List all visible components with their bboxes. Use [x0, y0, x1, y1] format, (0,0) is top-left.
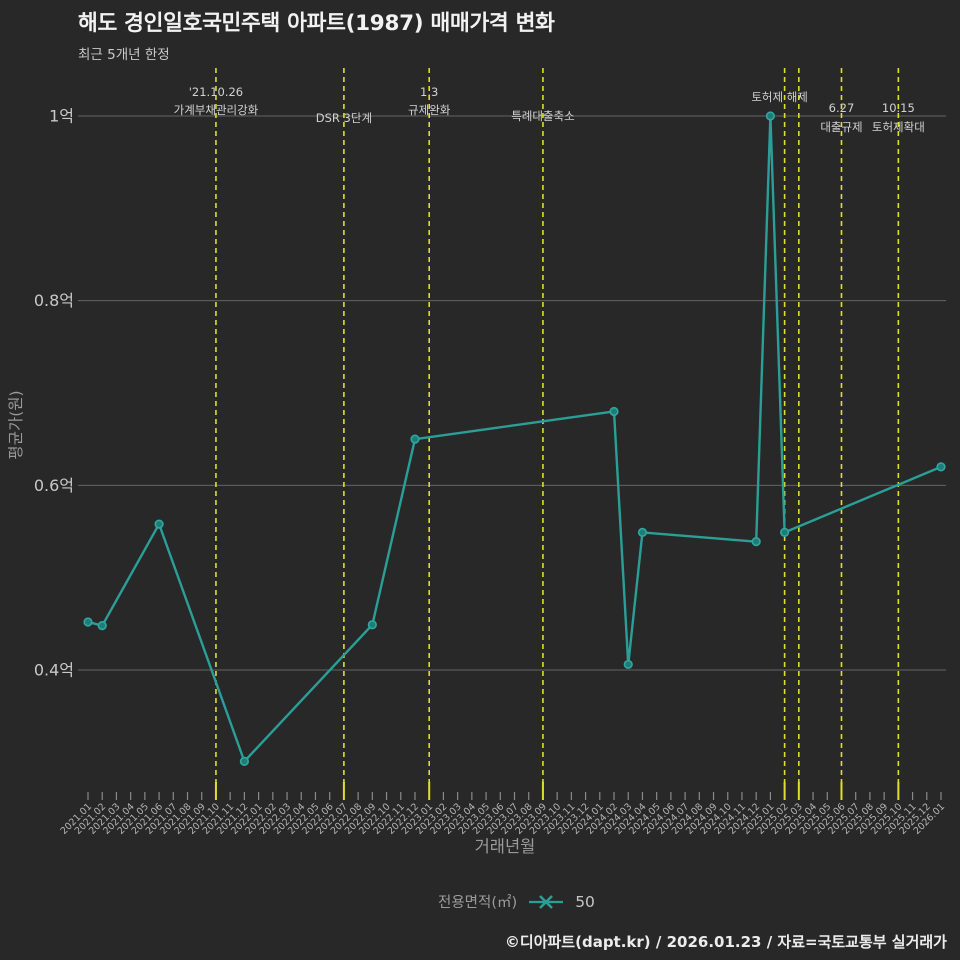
data-point-marker	[765, 111, 776, 121]
data-point-marker	[367, 620, 377, 630]
event-label: 토허제확대	[872, 120, 925, 134]
y-tick-label: 0.4억	[34, 660, 74, 679]
event-label: 특례대출축소	[511, 109, 574, 123]
y-tick-label: 1억	[49, 107, 74, 126]
x-axis-title: 거래년월	[475, 837, 536, 856]
y-tick-label: 0.8억	[34, 291, 74, 310]
data-point-marker	[154, 519, 164, 529]
data-point-marker	[936, 462, 946, 472]
legend-title: 전용면적(㎡)	[438, 895, 518, 911]
legend-series-label: 50	[575, 892, 595, 911]
data-point-marker	[97, 621, 107, 631]
data-point-marker	[83, 617, 93, 627]
event-label: 가계부채관리강화	[174, 103, 259, 117]
source-credit: ©디아파트(dapt.kr) / 2026.01.23 / 자료=국토교통부 실…	[504, 933, 947, 951]
event-label: 6.27	[829, 101, 855, 115]
data-point-marker	[609, 406, 619, 417]
chart-header: 해도 경인일호국민주택 아파트(1987) 매매가격 변화 최근 5개년 한정	[78, 6, 555, 63]
event-label: 10.15	[882, 101, 915, 115]
event-label: 규제완화	[408, 103, 451, 117]
data-point-marker	[623, 659, 633, 670]
event-label: 토허제 해제	[751, 90, 808, 104]
legend: 전용면적(㎡) 50	[438, 891, 595, 912]
data-point-marker	[239, 756, 249, 766]
data-point-marker	[410, 434, 420, 444]
chart-title: 해도 경인일호국민주택 아파트(1987) 매매가격 변화	[78, 11, 555, 36]
event-label: 1.3	[420, 85, 438, 99]
y-tick-label: 0.6억	[34, 476, 74, 495]
data-point-marker	[637, 527, 648, 538]
event-label: 대출규제	[820, 120, 862, 134]
chart-subtitle: 최근 5개년 한정	[78, 47, 170, 63]
data-point-marker	[780, 527, 790, 538]
event-label: DSR 3단계	[316, 111, 372, 125]
event-label: '21.10.26	[189, 85, 243, 99]
data-point-marker	[751, 537, 761, 547]
y-axis-title: 평균가(원)	[7, 390, 25, 459]
legend-line-marker-icon	[529, 894, 564, 909]
